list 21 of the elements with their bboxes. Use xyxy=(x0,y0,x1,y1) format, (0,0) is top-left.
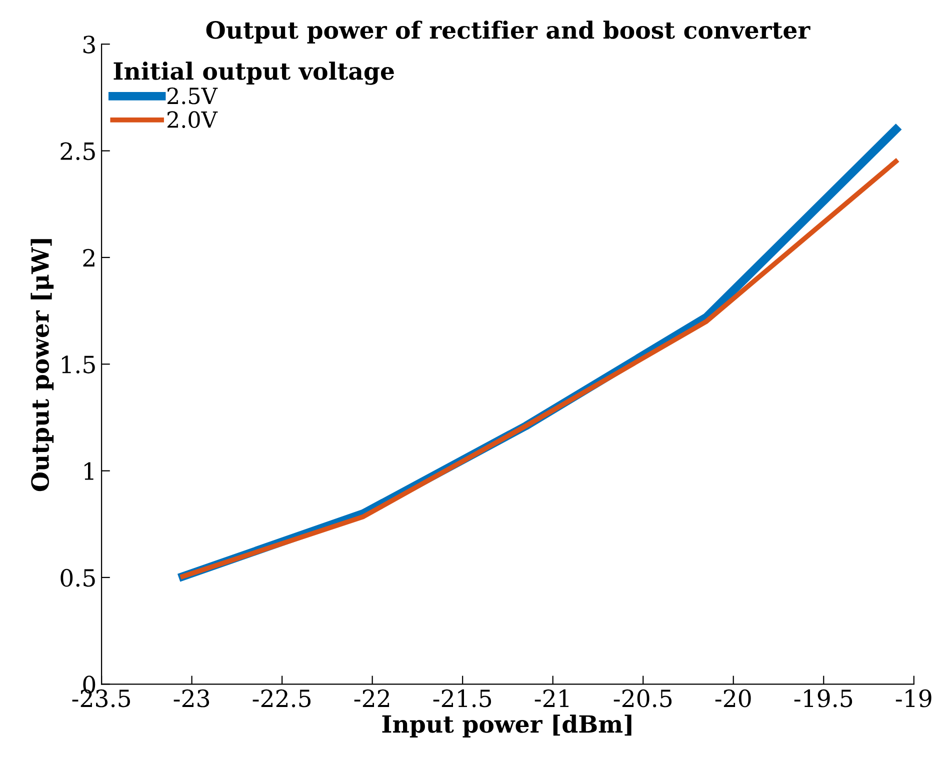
y-tick-label: 3 xyxy=(83,36,95,54)
x-tick-label: -21 xyxy=(534,689,568,707)
legend-label: 2.0V xyxy=(167,111,218,128)
x-tick-label: -22.5 xyxy=(252,689,311,708)
legend-title: Initial output voltage xyxy=(114,62,394,85)
legend-label: 2.5V xyxy=(167,87,218,104)
chart-title: Output power of rectifier and boost converter xyxy=(206,20,810,44)
y-axis-title: Output power [μW] xyxy=(30,239,54,492)
y-tick-label: 2.5 xyxy=(60,142,95,160)
y-tick-label: 1 xyxy=(84,462,94,480)
x-tick-label: -20 xyxy=(715,689,751,708)
y-tick-label: 1.5 xyxy=(62,356,95,374)
x-tick-label: -23 xyxy=(174,689,210,708)
y-tick-label: 2 xyxy=(83,248,94,266)
x-tick-label: -19 xyxy=(896,689,932,708)
x-tick-label: -19.5 xyxy=(794,689,852,708)
x-tick-label: -20.5 xyxy=(614,689,672,708)
x-tick-label: -22 xyxy=(354,689,390,707)
x-tick-label: -21.5 xyxy=(433,689,492,708)
x-axis-title: Input power [dBm] xyxy=(382,714,632,738)
y-tick-label: 0.5 xyxy=(60,568,95,587)
